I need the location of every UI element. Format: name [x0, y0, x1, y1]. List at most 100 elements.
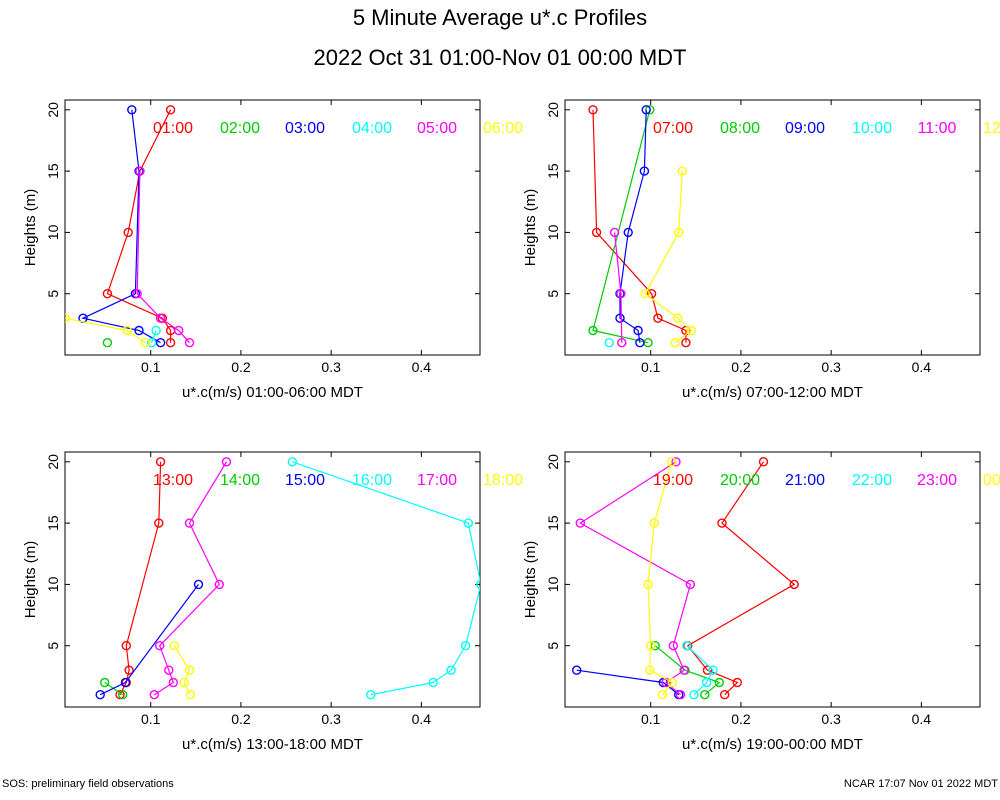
- data-point: [155, 457, 166, 467]
- data-point: [120, 677, 131, 688]
- legend-entry: 03:00: [285, 120, 325, 137]
- x-tick-label: 0.3: [321, 711, 341, 727]
- data-point: [732, 677, 742, 688]
- figure-subtitle: 2022 Oct 31 01:00-Nov 01 00:00 MDT: [314, 45, 687, 70]
- data-point: [714, 677, 724, 688]
- y-tick-label: 20: [545, 454, 561, 470]
- data-point: [102, 289, 113, 299]
- y-tick-label: 5: [545, 290, 561, 298]
- plot-frame: [564, 451, 981, 708]
- data-point: [617, 338, 627, 348]
- data-point: [588, 325, 598, 336]
- data-point: [99, 677, 110, 688]
- legend-entry: 11:00: [918, 120, 957, 137]
- series-line: [136, 171, 190, 344]
- data-point: [635, 338, 645, 348]
- data-point: [702, 665, 713, 675]
- data-point: [151, 325, 161, 336]
- data-point: [675, 690, 686, 700]
- chart-panels: 0.1 0.2 0.3 0.4 5 10 15 20 u*.c(m/s) 01:00-06:00…: [22, 99, 1000, 753]
- data-point: [193, 579, 204, 590]
- data-point: [640, 289, 650, 299]
- data-point: [173, 325, 184, 336]
- data-point: [102, 338, 113, 348]
- data-point: [677, 166, 687, 176]
- data-point: [670, 338, 680, 348]
- data-point: [154, 641, 165, 651]
- data-point: [685, 579, 696, 590]
- data-point: [789, 579, 799, 590]
- data-point: [140, 338, 151, 348]
- data-point: [117, 690, 128, 700]
- data-point: [463, 518, 473, 528]
- series-line: [619, 109, 647, 343]
- y-axis-label: Heights (m): [22, 541, 39, 619]
- y-tick-label: 10: [545, 224, 561, 240]
- x-tick-label: 0.2: [731, 711, 751, 727]
- legend-entry: 14:00: [220, 472, 260, 489]
- legend-entry: 16:00: [352, 472, 392, 489]
- x-tick-label: 0.1: [141, 711, 161, 727]
- chart-panel: 0.1 0.2 0.3 0.4 5 10 15 20 u*.c(m/s) 19:00-00:00…: [522, 451, 1000, 753]
- series-line: [654, 645, 721, 696]
- data-point: [165, 105, 176, 115]
- data-point: [717, 518, 727, 528]
- data-point: [95, 690, 105, 700]
- x-tick-label: 0.2: [231, 711, 251, 727]
- data-point: [135, 166, 145, 176]
- data-point: [124, 665, 134, 675]
- series-line: [686, 461, 796, 696]
- data-point: [657, 690, 668, 700]
- data-point: [653, 313, 663, 323]
- y-axis-label: Heights (m): [522, 189, 539, 267]
- legend-entry: 01:00: [153, 120, 193, 137]
- data-point: [671, 457, 681, 467]
- data-point: [179, 677, 189, 688]
- data-point: [221, 457, 232, 467]
- legend-entry: 05:00: [417, 120, 457, 137]
- x-tick-label: 0.4: [912, 711, 932, 727]
- series-line: [99, 584, 199, 696]
- data-point: [643, 579, 653, 590]
- footer-note-right: NCAR 17:07 Nov 01 2022 MDT: [844, 778, 998, 790]
- series-line: [614, 232, 623, 343]
- x-tick-label: 0.4: [412, 359, 432, 375]
- series-line: [173, 645, 191, 695]
- x-tick-label: 0.1: [641, 711, 661, 727]
- footer-note-left: SOS: preliminary field observations: [2, 778, 174, 790]
- data-point: [616, 289, 626, 299]
- legend-entry: 19:00: [653, 472, 693, 489]
- data-point: [604, 338, 614, 348]
- data-point: [446, 665, 456, 675]
- x-tick-label: 0.4: [912, 359, 932, 375]
- x-tick-label: 0.1: [641, 359, 661, 375]
- data-point: [366, 690, 376, 700]
- legend-entry: 00:00: [983, 472, 1000, 489]
- series-line: [644, 171, 693, 344]
- series-line: [151, 330, 157, 343]
- data-point: [132, 289, 142, 299]
- data-point: [185, 690, 196, 700]
- series-group: [572, 457, 799, 700]
- chart-panel: 0.1 0.2 0.3 0.4 5 10 15 20 u*.c(m/s) 07:00-12:00…: [522, 99, 1000, 401]
- data-point: [476, 579, 480, 590]
- legend-entry: 02:00: [220, 120, 260, 137]
- x-tick-label: 0.3: [321, 359, 341, 375]
- data-point: [287, 457, 297, 467]
- x-axis-label: u*.c(m/s) 19:00-00:00 MDT: [682, 736, 863, 753]
- legend-entry: 06:00: [483, 120, 523, 137]
- data-point: [115, 690, 125, 700]
- legend-entry: 04:00: [352, 120, 392, 137]
- y-axis-label: Heights (m): [22, 189, 39, 267]
- x-tick-label: 0.1: [141, 359, 161, 375]
- series-group: [65, 105, 195, 348]
- legend-entry: 21:00: [785, 472, 825, 489]
- series-group: [588, 105, 696, 348]
- data-point: [154, 518, 164, 528]
- data-point: [123, 227, 133, 238]
- legend-entry: 12:00: [983, 120, 1000, 137]
- data-point: [633, 325, 643, 336]
- data-point: [758, 457, 769, 467]
- plot-frame: [64, 451, 481, 708]
